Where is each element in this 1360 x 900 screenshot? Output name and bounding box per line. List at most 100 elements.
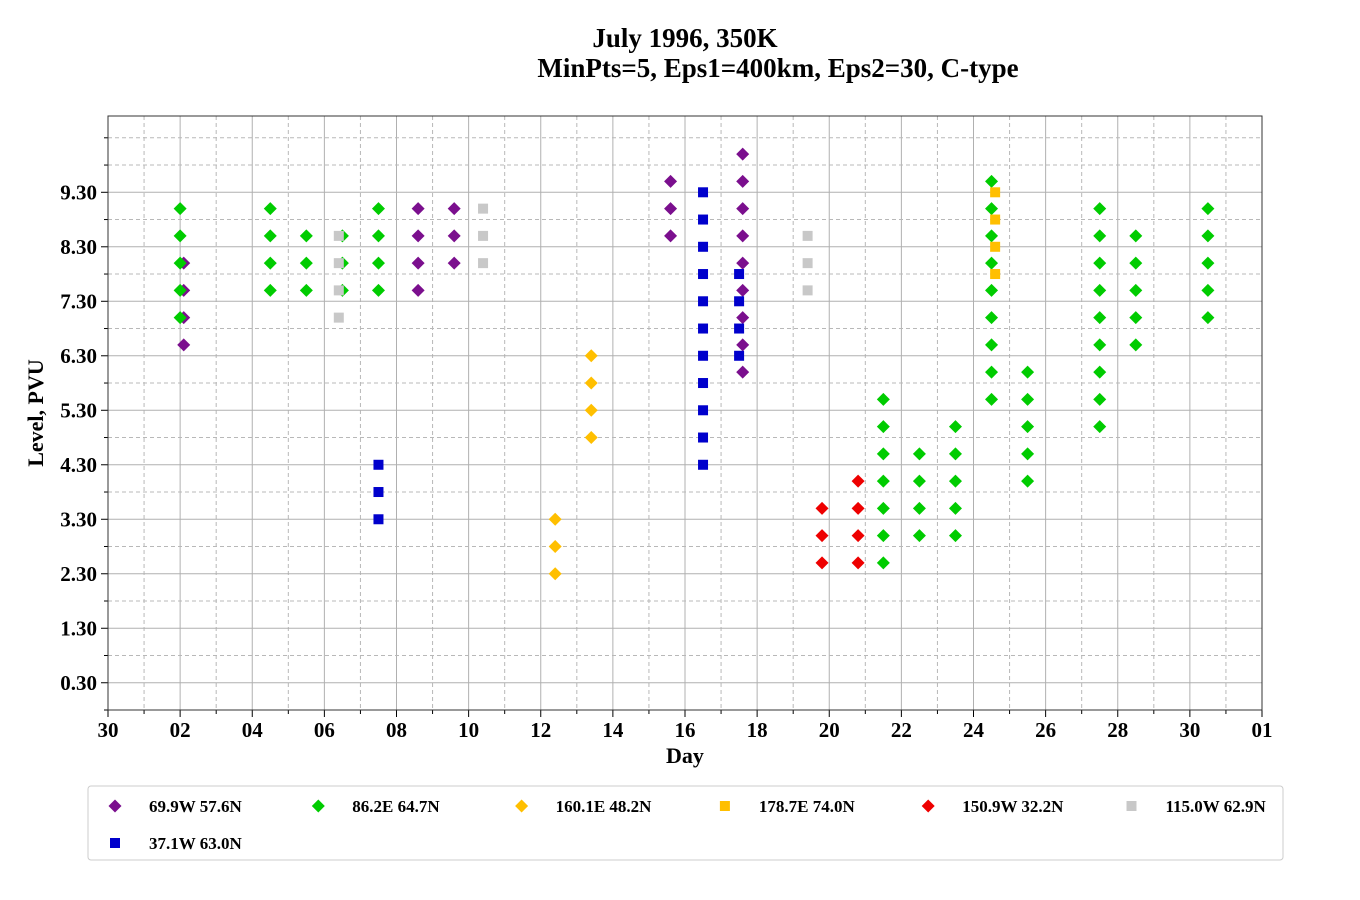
data-point bbox=[698, 269, 709, 280]
data-point bbox=[698, 459, 709, 470]
data-point bbox=[698, 296, 709, 307]
data-point bbox=[1129, 311, 1143, 325]
data-point bbox=[478, 230, 489, 241]
data-point bbox=[876, 474, 890, 488]
data-point bbox=[478, 203, 489, 214]
data-point bbox=[1129, 338, 1143, 352]
y-tick-label: 5.30 bbox=[60, 398, 97, 422]
data-point bbox=[1129, 229, 1143, 243]
data-point bbox=[698, 214, 709, 225]
legend-item: 37.1W 63.0N bbox=[110, 834, 242, 853]
data-point bbox=[411, 256, 425, 270]
data-point bbox=[734, 269, 745, 280]
data-point bbox=[333, 230, 344, 241]
data-point bbox=[371, 202, 385, 216]
data-point bbox=[1093, 311, 1107, 325]
data-point bbox=[447, 202, 461, 216]
data-point bbox=[990, 269, 1001, 280]
data-point bbox=[664, 202, 678, 216]
data-point bbox=[664, 174, 678, 188]
legend-marker bbox=[921, 799, 935, 813]
data-point bbox=[876, 556, 890, 570]
data-point bbox=[371, 256, 385, 270]
data-point bbox=[411, 283, 425, 297]
legend-marker bbox=[719, 801, 730, 811]
data-point bbox=[177, 338, 191, 352]
data-point bbox=[333, 312, 344, 323]
data-point bbox=[736, 283, 750, 297]
data-point bbox=[985, 256, 999, 270]
data-point bbox=[912, 501, 926, 515]
y-tick-label: 9.30 bbox=[60, 180, 97, 204]
legend-marker bbox=[110, 838, 120, 848]
data-point bbox=[734, 350, 745, 361]
data-point bbox=[478, 258, 489, 269]
axis-ticks: 0.30 1.30 2.30 3.30 4.30 5.30 6.30 7.30 8.30 9.30… bbox=[60, 137, 1273, 742]
data-point bbox=[985, 202, 999, 216]
plot-area-frame bbox=[107, 115, 1263, 711]
data-point bbox=[736, 256, 750, 270]
x-tick-label: 18 bbox=[747, 718, 768, 742]
x-tick-label: 28 bbox=[1107, 718, 1128, 742]
data-point bbox=[333, 285, 344, 296]
data-point bbox=[584, 403, 598, 417]
data-point bbox=[876, 447, 890, 461]
legend-label: 69.9W 57.6N bbox=[149, 797, 242, 816]
data-point bbox=[698, 378, 709, 389]
data-point bbox=[802, 285, 813, 296]
data-point bbox=[948, 447, 962, 461]
data-point bbox=[698, 350, 709, 361]
data-point bbox=[851, 474, 865, 488]
data-point bbox=[1093, 229, 1107, 243]
data-point bbox=[736, 147, 750, 161]
data-point bbox=[373, 514, 384, 525]
x-tick-label: 04 bbox=[242, 718, 264, 742]
y-tick-label: 6.30 bbox=[60, 344, 97, 368]
legend-frame bbox=[87, 785, 1284, 861]
data-point bbox=[985, 338, 999, 352]
data-point bbox=[815, 556, 829, 570]
series-group bbox=[990, 187, 1001, 280]
data-point bbox=[734, 323, 745, 334]
y-tick-label: 2.30 bbox=[60, 562, 97, 586]
data-point bbox=[1201, 311, 1215, 325]
x-tick-label: 14 bbox=[602, 718, 624, 742]
data-point bbox=[1093, 338, 1107, 352]
data-point bbox=[299, 256, 313, 270]
data-point bbox=[1021, 365, 1035, 379]
data-point bbox=[698, 241, 709, 252]
data-point bbox=[802, 258, 813, 269]
data-point bbox=[371, 229, 385, 243]
data-point bbox=[1021, 474, 1035, 488]
y-tick-label: 7.30 bbox=[60, 289, 97, 313]
data-point bbox=[698, 323, 709, 334]
data-point bbox=[1201, 229, 1215, 243]
data-point bbox=[1201, 283, 1215, 297]
legend-label: 178.7E 74.0N bbox=[759, 797, 856, 816]
data-point bbox=[736, 174, 750, 188]
data-point bbox=[373, 459, 384, 470]
x-tick-label: 06 bbox=[314, 718, 335, 742]
data-point bbox=[1021, 392, 1035, 406]
data-point bbox=[948, 474, 962, 488]
data-point bbox=[948, 529, 962, 543]
data-point bbox=[912, 474, 926, 488]
legend-item: 150.9W 32.2N bbox=[921, 797, 1064, 816]
data-point bbox=[371, 283, 385, 297]
legend-item: 160.1E 48.2N bbox=[515, 797, 652, 816]
data-point bbox=[985, 283, 999, 297]
legend-label: 160.1E 48.2N bbox=[556, 797, 653, 816]
legend-marker bbox=[515, 799, 529, 813]
data-point bbox=[876, 501, 890, 515]
y-tick-label: 0.30 bbox=[60, 671, 97, 695]
data-point bbox=[299, 283, 313, 297]
data-point bbox=[948, 420, 962, 434]
data-point bbox=[1129, 256, 1143, 270]
legend-marker bbox=[311, 799, 325, 813]
data-point bbox=[173, 229, 187, 243]
data-point bbox=[912, 529, 926, 543]
data-point bbox=[1021, 447, 1035, 461]
series-group bbox=[373, 187, 745, 525]
legend: 69.9W 57.6N 86.2E 64.7N 160.1E 48.2N 178.7E… bbox=[87, 785, 1284, 861]
